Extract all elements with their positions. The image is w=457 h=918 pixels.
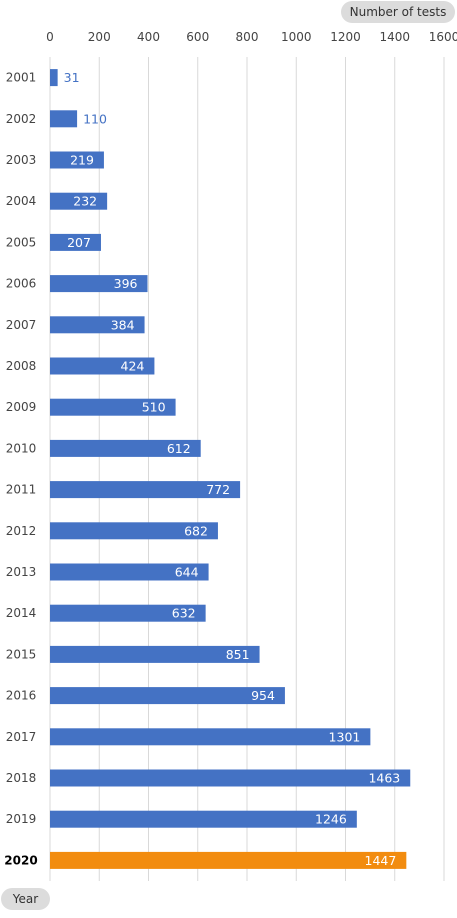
data-label-2001: 31 [64,70,80,85]
x-tick-label-800: 800 [236,30,259,44]
bar-2010 [50,439,201,457]
x-tick-label-1200: 1200 [330,30,361,44]
x-tick-label-600: 600 [186,30,209,44]
y-tick-label-2014: 2014 [6,606,37,620]
bar-2003 [50,151,104,169]
y-tick-label-2009: 2009 [6,400,37,414]
y-tick-label-2015: 2015 [6,647,37,661]
y-tick-label-2017: 2017 [6,730,37,744]
data-label-2012: 682 [184,523,208,538]
x-tick-label-400: 400 [137,30,160,44]
x-axis-title: Number of tests [341,1,455,23]
y-tick-label-2013: 2013 [6,565,37,579]
bar-2002 [50,110,78,128]
data-label-2011: 772 [206,482,230,497]
data-label-2015: 851 [226,647,250,662]
data-label-2020: 1447 [365,853,397,868]
y-tick-label-2007: 2007 [6,318,37,332]
y-tick-label-2006: 2006 [6,277,37,291]
x-tick-label-200: 200 [88,30,111,44]
y-axis-title: Year [1,888,50,910]
data-label-2009: 510 [142,400,166,415]
y-tick-label-2008: 2008 [6,359,37,373]
bar-2014 [50,604,206,622]
x-tick-label-1600: 1600 [429,30,457,44]
y-tick-label-2004: 2004 [6,194,37,208]
bar-2009 [50,398,176,416]
bar-2015 [50,645,260,663]
y-tick-label-2012: 2012 [6,524,37,538]
bar-2020 [50,851,407,869]
y-tick-label-2003: 2003 [6,153,37,167]
bar-2016 [50,687,285,705]
bar-2001 [50,69,58,87]
bar-2005 [50,233,101,251]
y-tick-label-2010: 2010 [6,441,37,455]
data-label-2017: 1301 [329,729,361,744]
y-tick-label-2011: 2011 [6,483,37,497]
data-label-2018: 1463 [368,771,400,786]
bar-2011 [50,481,241,499]
data-label-2016: 954 [251,688,275,703]
bar-2004 [50,192,108,210]
data-label-2010: 612 [167,441,191,456]
data-label-2019: 1246 [315,812,347,827]
bar-2018 [50,769,411,787]
y-tick-label-2001: 2001 [6,71,37,85]
y-tick-label-2005: 2005 [6,235,37,249]
y-tick-label-2018: 2018 [6,771,37,785]
data-label-2004: 232 [73,194,97,209]
data-label-2007: 384 [111,317,135,332]
bar-2007 [50,316,145,334]
bar-2013 [50,563,209,581]
y-tick-label-2020: 2020 [4,853,37,867]
y-tick-label-2016: 2016 [6,689,37,703]
y-tick-label-2019: 2019 [6,812,37,826]
bar-2008 [50,357,155,375]
y-tick-label-2002: 2002 [6,112,37,126]
bar-2012 [50,522,218,540]
x-tick-label-1000: 1000 [281,30,312,44]
data-label-2014: 632 [172,606,196,621]
x-tick-label-0: 0 [46,30,54,44]
data-label-2003: 219 [70,153,94,168]
data-label-2008: 424 [121,359,145,374]
bar-2006 [50,275,148,293]
data-label-2006: 396 [114,276,138,291]
data-label-2013: 644 [175,565,199,580]
data-label-2002: 110 [83,111,107,126]
x-tick-label-1400: 1400 [379,30,410,44]
bar-2019 [50,810,357,828]
bar-2017 [50,728,371,746]
data-label-2005: 207 [67,235,91,250]
